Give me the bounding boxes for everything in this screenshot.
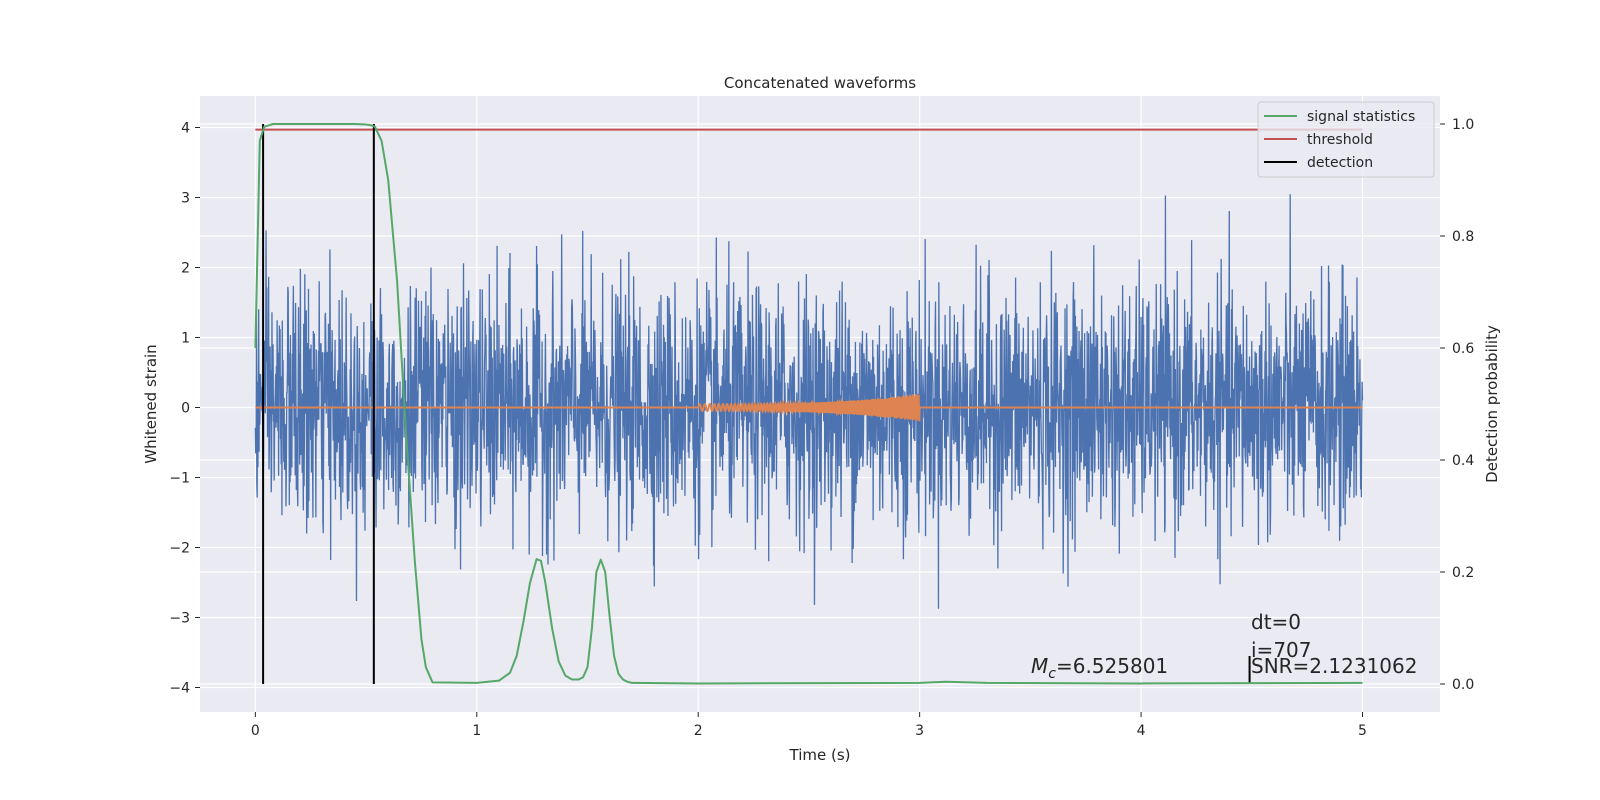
x-tick-label: 3 (915, 723, 924, 739)
y-right-tick-label: 1.0 (1452, 117, 1474, 133)
y-right-tick-label: 0.0 (1452, 677, 1474, 693)
ticks: 0 1 2 3 4 5 −4 −3 −2 −1 0 1 2 3 4 0.0 0.2 0.4 0.6 0.8 1.0 (169, 117, 1474, 739)
x-axis-label: Time (s) (789, 746, 851, 764)
y-left-tick-label: −3 (169, 611, 190, 627)
y-left-tick-label: 4 (181, 121, 190, 137)
y-left-tick-label: −4 (169, 681, 190, 697)
legend-label-detection: detection (1307, 155, 1373, 171)
y-axis-label-left: Whitened strain (142, 344, 160, 463)
y-left-tick-label: −1 (169, 471, 190, 487)
y-axis-label-right: Detection probability (1483, 325, 1501, 483)
x-tick-label: 4 (1137, 723, 1146, 739)
series-whitened-strain (254, 194, 1364, 609)
legend: signal statistics threshold detection (1257, 101, 1435, 178)
legend-box (1257, 101, 1435, 178)
y-left-tick-label: 1 (181, 331, 190, 347)
annotation-dt: dt=0 (1251, 610, 1301, 634)
x-tick-label: 5 (1358, 723, 1367, 739)
y-left-tick-label: 3 (181, 191, 190, 207)
x-tick-label: 0 (251, 723, 260, 739)
y-left-tick-label: 2 (181, 261, 190, 277)
x-tick-label: 2 (694, 723, 703, 739)
series-template-waveform (255, 394, 1363, 422)
legend-label-threshold: threshold (1307, 132, 1373, 148)
x-tick-label: 1 (472, 723, 481, 739)
y-left-tick-label: −2 (169, 541, 190, 557)
y-right-tick-label: 0.4 (1452, 453, 1474, 469)
y-right-tick-label: 0.2 (1452, 565, 1474, 581)
y-right-tick-label: 0.6 (1452, 341, 1474, 357)
annotation-i: i=707 (1251, 638, 1312, 662)
annotation-snr: SNR=2.1231062 (1251, 654, 1417, 678)
chart-title: Concatenated waveforms (724, 74, 916, 92)
plot-area (254, 123, 1364, 685)
annotation-mc: Mc=6.525801 (1031, 654, 1168, 682)
y-left-tick-label: 0 (181, 401, 190, 417)
series-signal-statistics (254, 123, 1363, 685)
annotation-mc-text: Mc=6.525801 (1031, 654, 1168, 682)
legend-label-signal-statistics: signal statistics (1307, 109, 1415, 125)
y-right-tick-label: 0.8 (1452, 229, 1474, 245)
